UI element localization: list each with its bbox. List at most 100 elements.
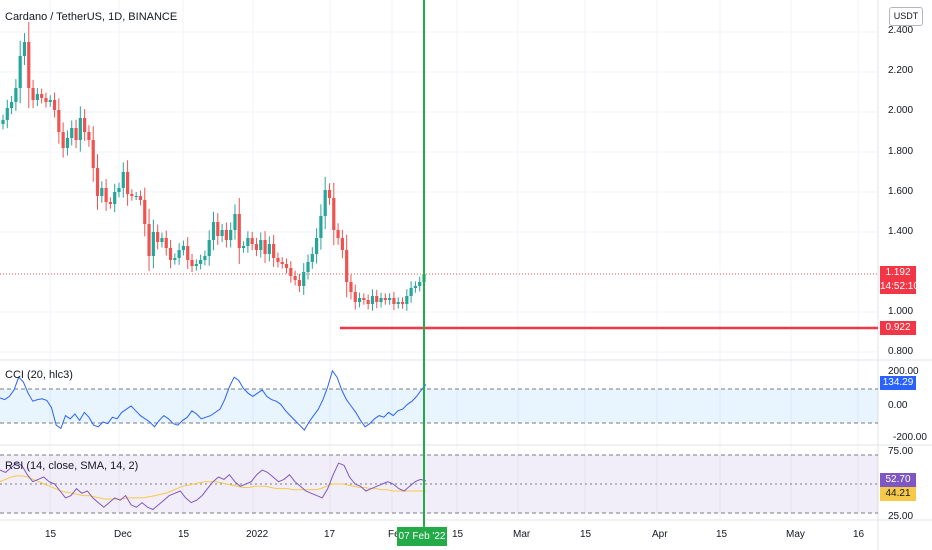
candle-body[interactable] <box>340 238 344 250</box>
candle-body[interactable] <box>1 120 5 124</box>
candle-body[interactable] <box>237 214 241 248</box>
candle-body[interactable] <box>345 250 349 282</box>
candle-body[interactable] <box>156 232 160 242</box>
candle-body[interactable] <box>61 132 65 148</box>
candle-body[interactable] <box>370 296 375 304</box>
candle-body[interactable] <box>186 246 190 260</box>
candle-body[interactable] <box>117 188 121 192</box>
candle-body[interactable] <box>48 100 52 102</box>
candle-body[interactable] <box>52 100 57 110</box>
candle-body[interactable] <box>108 202 112 204</box>
candle-body[interactable] <box>383 298 387 300</box>
candle-body[interactable] <box>5 108 9 120</box>
candle-body[interactable] <box>95 168 100 196</box>
candle-body[interactable] <box>207 240 211 256</box>
symbol-title[interactable]: Cardano / TetherUS, 1D, BINANCE <box>5 11 178 23</box>
candle-body[interactable] <box>18 56 22 88</box>
candle-body[interactable] <box>199 260 203 264</box>
candle-body[interactable] <box>357 298 362 302</box>
candle-body[interactable] <box>168 248 173 260</box>
candle-body[interactable] <box>267 244 271 254</box>
candle-body[interactable] <box>22 42 27 56</box>
candle-body[interactable] <box>336 230 340 238</box>
candle-body[interactable] <box>125 172 130 194</box>
candle-body[interactable] <box>104 188 108 202</box>
candle-body[interactable] <box>280 262 284 264</box>
candle-body[interactable] <box>315 238 319 254</box>
candle-body[interactable] <box>375 296 379 302</box>
candle-body[interactable] <box>121 172 125 188</box>
candle-body[interactable] <box>293 276 297 280</box>
candle-body[interactable] <box>147 224 151 256</box>
candle-body[interactable] <box>289 268 293 276</box>
candle-body[interactable] <box>418 282 422 286</box>
candlestick-series[interactable] <box>1 21 426 311</box>
candle-body[interactable] <box>272 244 276 258</box>
candle-body[interactable] <box>181 246 186 250</box>
candle-body[interactable] <box>229 230 233 240</box>
candle-body[interactable] <box>70 128 74 138</box>
candle-body[interactable] <box>392 298 396 304</box>
rsi-line[interactable] <box>0 462 427 511</box>
candle-body[interactable] <box>44 98 48 102</box>
candle-body[interactable] <box>400 302 405 304</box>
candle-body[interactable] <box>302 272 306 286</box>
candle-body[interactable] <box>203 256 207 260</box>
candle-body[interactable] <box>327 190 332 198</box>
candle-body[interactable] <box>366 300 370 304</box>
candle-body[interactable] <box>224 230 228 240</box>
candle-body[interactable] <box>211 222 216 240</box>
candle-body[interactable] <box>216 222 220 236</box>
currency-button[interactable]: USDT <box>889 7 923 26</box>
candle-body[interactable] <box>113 192 117 204</box>
candle-body[interactable] <box>100 188 104 196</box>
candle-body[interactable] <box>323 190 327 216</box>
candle-body[interactable] <box>138 196 143 200</box>
candle-body[interactable] <box>65 138 70 148</box>
cci-line[interactable] <box>0 369 427 431</box>
candle-body[interactable] <box>254 244 259 250</box>
candle-body[interactable] <box>319 216 323 238</box>
candle-body[interactable] <box>74 128 78 140</box>
candle-body[interactable] <box>263 240 267 254</box>
candle-body[interactable] <box>130 194 134 196</box>
candle-body[interactable] <box>27 42 31 88</box>
candle-body[interactable] <box>362 298 366 300</box>
cci-title[interactable]: CCI (20, hlc3) <box>5 369 73 381</box>
candle-body[interactable] <box>164 238 168 248</box>
candle-body[interactable] <box>388 298 392 300</box>
candle-body[interactable] <box>405 296 409 304</box>
candle-body[interactable] <box>396 302 400 304</box>
candle-body[interactable] <box>259 240 263 250</box>
candle-body[interactable] <box>276 258 280 262</box>
candle-body[interactable] <box>241 246 246 248</box>
candle-body[interactable] <box>57 110 61 132</box>
candle-body[interactable] <box>353 292 357 302</box>
candle-body[interactable] <box>134 196 138 197</box>
candle-body[interactable] <box>177 250 181 258</box>
candle-body[interactable] <box>409 288 413 296</box>
candle-body[interactable] <box>31 88 35 100</box>
rsi-title[interactable]: RSI (14, close, SMA, 14, 2) <box>5 460 139 472</box>
candle-body[interactable] <box>9 102 14 108</box>
candle-body[interactable] <box>40 94 44 98</box>
candle-body[interactable] <box>306 262 310 272</box>
candle-body[interactable] <box>332 198 336 230</box>
candle-body[interactable] <box>35 94 39 100</box>
candle-body[interactable] <box>173 258 177 260</box>
candle-body[interactable] <box>246 238 250 246</box>
candle-body[interactable] <box>151 232 155 256</box>
candle-body[interactable] <box>220 230 224 236</box>
candle-body[interactable] <box>14 88 18 102</box>
candle-body[interactable] <box>413 286 418 288</box>
candle-body[interactable] <box>379 298 383 302</box>
candle-body[interactable] <box>91 140 95 168</box>
candle-body[interactable] <box>297 280 302 286</box>
candle-body[interactable] <box>233 214 237 230</box>
candle-body[interactable] <box>87 132 91 140</box>
candle-body[interactable] <box>160 238 164 242</box>
candle-body[interactable] <box>250 238 254 244</box>
candle-body[interactable] <box>349 282 353 292</box>
candle-body[interactable] <box>83 118 87 132</box>
